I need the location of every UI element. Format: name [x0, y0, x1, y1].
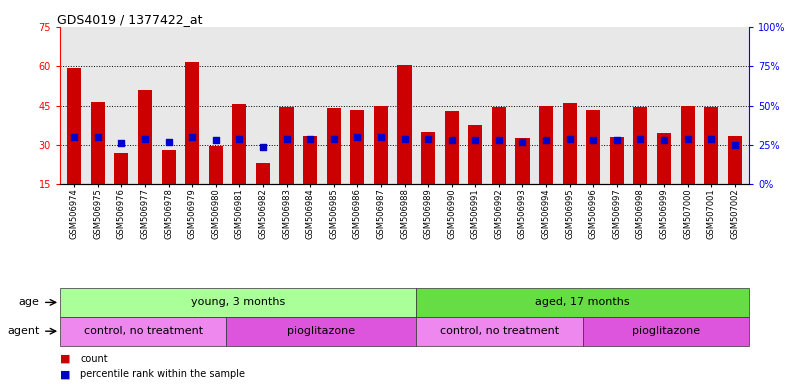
Point: [493, 137, 505, 143]
Bar: [515, 138, 529, 184]
Point: [68, 134, 81, 140]
Bar: [303, 136, 317, 184]
Bar: [232, 104, 247, 184]
Bar: [681, 106, 694, 184]
Point: [280, 136, 293, 142]
Text: aged, 17 months: aged, 17 months: [535, 297, 630, 308]
Point: [115, 140, 128, 146]
Point: [186, 134, 199, 140]
Point: [304, 136, 316, 142]
Bar: [582, 317, 749, 346]
Bar: [138, 90, 152, 184]
Point: [328, 136, 340, 142]
Bar: [374, 106, 388, 184]
Text: percentile rank within the sample: percentile rank within the sample: [80, 369, 245, 379]
Text: pioglitazone: pioglitazone: [288, 326, 356, 336]
Point: [421, 136, 434, 142]
Text: ■: ■: [60, 369, 70, 379]
Bar: [115, 153, 128, 184]
Bar: [634, 107, 647, 184]
Text: GDS4019 / 1377422_at: GDS4019 / 1377422_at: [57, 13, 202, 26]
Text: age: age: [18, 297, 39, 308]
Point: [705, 136, 718, 142]
Bar: [562, 103, 577, 184]
Bar: [256, 163, 270, 184]
Bar: [417, 288, 749, 317]
Bar: [417, 317, 582, 346]
Text: control, no treatment: control, no treatment: [440, 326, 559, 336]
Bar: [539, 106, 553, 184]
Bar: [704, 107, 718, 184]
Bar: [327, 108, 340, 184]
Point: [658, 137, 670, 143]
Bar: [657, 133, 671, 184]
Point: [563, 136, 576, 142]
Point: [351, 134, 364, 140]
Text: agent: agent: [7, 326, 39, 336]
Point: [375, 134, 388, 140]
Text: control, no treatment: control, no treatment: [83, 326, 203, 336]
Bar: [162, 150, 175, 184]
Point: [91, 134, 104, 140]
Bar: [445, 111, 459, 184]
Bar: [227, 317, 417, 346]
Point: [587, 137, 600, 143]
Text: young, 3 months: young, 3 months: [191, 297, 285, 308]
Bar: [91, 102, 105, 184]
Bar: [280, 107, 294, 184]
Point: [256, 144, 269, 150]
Point: [469, 137, 481, 143]
Bar: [727, 136, 742, 184]
Bar: [60, 317, 227, 346]
Point: [139, 136, 151, 142]
Text: pioglitazone: pioglitazone: [632, 326, 700, 336]
Bar: [586, 109, 600, 184]
Text: ■: ■: [60, 354, 70, 364]
Bar: [492, 107, 506, 184]
Text: count: count: [80, 354, 107, 364]
Point: [162, 139, 175, 145]
Bar: [350, 109, 364, 184]
Bar: [469, 125, 482, 184]
Point: [516, 139, 529, 145]
Bar: [60, 288, 417, 317]
Bar: [397, 65, 412, 184]
Bar: [610, 137, 624, 184]
Bar: [185, 62, 199, 184]
Point: [540, 137, 553, 143]
Point: [634, 136, 647, 142]
Bar: [209, 146, 223, 184]
Point: [445, 137, 458, 143]
Point: [209, 137, 222, 143]
Point: [398, 136, 411, 142]
Point: [610, 137, 623, 143]
Point: [233, 136, 246, 142]
Point: [728, 142, 741, 148]
Point: [681, 136, 694, 142]
Bar: [421, 132, 435, 184]
Bar: [67, 68, 82, 184]
